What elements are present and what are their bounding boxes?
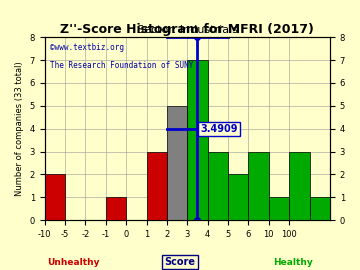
Bar xyxy=(106,197,126,220)
Bar xyxy=(289,151,310,220)
Bar xyxy=(248,151,269,220)
Bar xyxy=(45,174,65,220)
Text: 3.4909: 3.4909 xyxy=(200,124,238,134)
Bar xyxy=(208,151,228,220)
Bar xyxy=(269,197,289,220)
Bar xyxy=(167,106,187,220)
Bar xyxy=(310,197,330,220)
Bar xyxy=(187,60,208,220)
Y-axis label: Number of companies (33 total): Number of companies (33 total) xyxy=(15,61,24,196)
Bar xyxy=(147,151,167,220)
Text: Sector: Industrials: Sector: Industrials xyxy=(137,25,238,35)
Text: Healthy: Healthy xyxy=(274,258,313,267)
Text: Unhealthy: Unhealthy xyxy=(47,258,99,267)
Text: The Research Foundation of SUNY: The Research Foundation of SUNY xyxy=(50,61,194,70)
Title: Z''-Score Histogram for MFRI (2017): Z''-Score Histogram for MFRI (2017) xyxy=(60,23,314,36)
Text: ©www.textbiz.org: ©www.textbiz.org xyxy=(50,43,124,52)
Text: Score: Score xyxy=(165,257,195,267)
Bar xyxy=(228,174,248,220)
